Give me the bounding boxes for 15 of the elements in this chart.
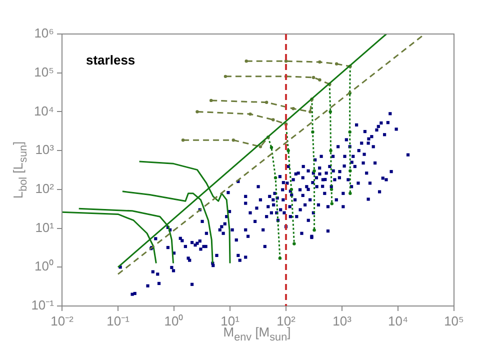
- x-tick-label: 10⁰: [164, 313, 184, 328]
- x-tick-label: 10⁻²: [50, 313, 74, 328]
- y-tick-label: 10⁻¹: [31, 298, 55, 313]
- x-tick-label: 10⁵: [444, 313, 464, 328]
- x-tick-label: 10⁴: [388, 313, 408, 328]
- x-tick-label: 10³: [332, 313, 352, 328]
- y-tick-label: 10⁰: [34, 258, 54, 274]
- annotation: starless: [86, 52, 136, 68]
- y-tick-label: 10⁵: [34, 64, 54, 80]
- y-tick-label: 10³: [35, 142, 55, 158]
- y-tick-label: 10⁴: [34, 103, 54, 118]
- y-tick-label: 10²: [35, 181, 55, 196]
- x-tick-label: 10⁻¹: [106, 313, 130, 328]
- y-tick-label: 10⁶: [34, 26, 54, 41]
- y-tick-label: 10¹: [35, 220, 55, 235]
